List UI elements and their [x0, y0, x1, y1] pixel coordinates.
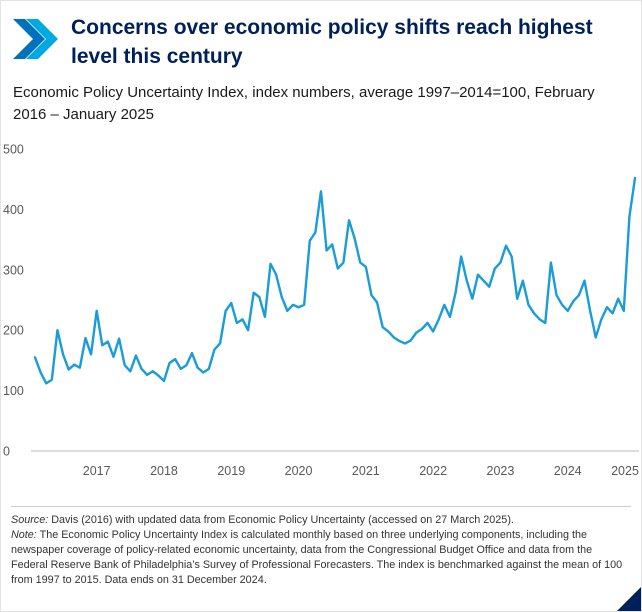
corner-triangle-decoration [617, 587, 641, 611]
x-axis-tick-label: 2023 [487, 464, 515, 478]
y-axis-tick-label: 500 [3, 143, 24, 157]
y-axis-tick-label: 400 [3, 203, 24, 217]
double-chevron-logo-icon [13, 19, 59, 64]
x-axis-tick-label: 2020 [285, 464, 313, 478]
note-label: Note: [11, 529, 37, 542]
x-axis-tick-label: 2019 [217, 464, 245, 478]
y-axis-tick-label: 300 [3, 264, 24, 278]
epu-index-series-line [33, 177, 637, 385]
source-text: Davis (2016) with updated data from Econ… [48, 514, 514, 527]
x-axis-tick-label: 2021 [352, 464, 380, 478]
x-axis-tick-label: 2017 [83, 464, 111, 478]
x-axis-tick-label: 2022 [419, 464, 447, 478]
y-axis-tick-label: 0 [3, 445, 10, 459]
note-line: Note: The Economic Policy Uncertainty In… [11, 528, 631, 588]
source-label: Source: [11, 514, 49, 527]
note-text: The Economic Policy Uncertainty Index is… [11, 529, 623, 586]
chart-area: 0 100 200 300 400 500 2017 2018 2019 2020 2021 2022… [1, 133, 641, 502]
y-axis-tick-label: 100 [3, 384, 24, 398]
chart-subtitle: Economic Policy Uncertainty Index, index… [13, 83, 595, 123]
x-axis-tick-label: 2024 [554, 464, 582, 478]
y-axis-tick-label: 200 [3, 324, 24, 338]
x-axis-tick-label: 2018 [150, 464, 178, 478]
header: Concerns over economic policy shifts rea… [1, 1, 641, 72]
footer-notes: Source: Davis (2016) with updated data f… [11, 506, 631, 587]
source-line: Source: Davis (2016) with updated data f… [11, 513, 631, 528]
page-title: Concerns over economic policy shifts rea… [71, 16, 593, 69]
x-axis-tick-label: 2025 [611, 464, 639, 478]
epu-line-chart: 0 100 200 300 400 500 2017 2018 2019 2020 2021 2022… [3, 143, 639, 478]
